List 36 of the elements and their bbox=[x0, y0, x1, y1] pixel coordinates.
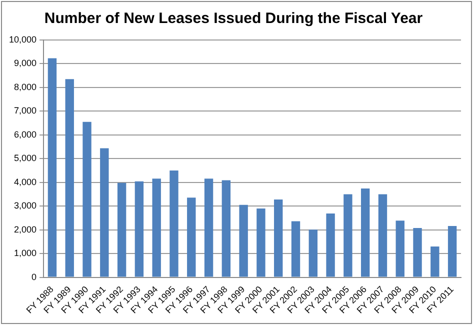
bar bbox=[65, 79, 74, 277]
bar bbox=[360, 188, 370, 277]
y-tick-label: 1,000 bbox=[14, 248, 37, 258]
bar bbox=[239, 204, 248, 277]
bar bbox=[448, 226, 457, 277]
bar bbox=[187, 198, 196, 277]
y-tick-label: 4,000 bbox=[14, 176, 37, 187]
y-tick-label: 7,000 bbox=[14, 106, 37, 116]
bar bbox=[256, 208, 266, 277]
y-tick-label: 3,000 bbox=[14, 200, 37, 211]
bar bbox=[134, 181, 144, 277]
bar bbox=[48, 58, 57, 277]
bar bbox=[152, 178, 161, 277]
bar bbox=[117, 182, 126, 277]
bar bbox=[430, 246, 440, 277]
bar bbox=[413, 228, 422, 277]
y-tick-label: 0 bbox=[32, 272, 37, 282]
y-tick-label: 10,000 bbox=[8, 34, 37, 44]
y-tick-label: 6,000 bbox=[14, 129, 37, 140]
y-tick-label: 5,000 bbox=[14, 153, 37, 164]
bar bbox=[82, 122, 92, 277]
bar bbox=[204, 178, 214, 277]
bar bbox=[378, 194, 388, 277]
bar bbox=[100, 148, 109, 277]
bar bbox=[291, 221, 300, 277]
chart-title: Number of New Leases Issued During the Fiscal Year bbox=[44, 10, 423, 28]
bar bbox=[326, 213, 335, 277]
y-tick-label: 8,000 bbox=[14, 82, 37, 92]
bar bbox=[274, 199, 283, 277]
bar bbox=[308, 230, 318, 277]
bar bbox=[170, 170, 178, 277]
bar bbox=[222, 180, 231, 277]
bar bbox=[344, 194, 352, 277]
y-tick-label: 2,000 bbox=[14, 224, 37, 234]
bar bbox=[396, 220, 404, 277]
y-tick-label: 9,000 bbox=[14, 58, 37, 68]
